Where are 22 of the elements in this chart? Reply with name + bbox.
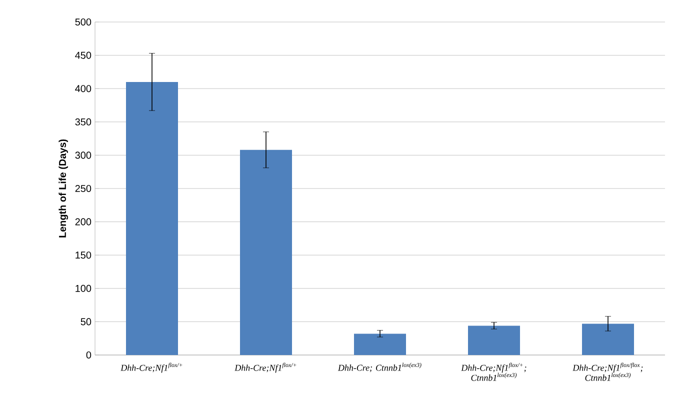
y-tick-label: 400 xyxy=(75,85,92,92)
y-tick-label: 50 xyxy=(80,318,92,326)
bar xyxy=(240,150,292,355)
y-tick-label: 0 xyxy=(86,351,92,359)
x-tick-label: Dhh-Cre;Nf1$^{flox/+}$ xyxy=(234,362,296,373)
y-tick-label: 150 xyxy=(76,252,92,259)
bar xyxy=(582,324,634,355)
y-tick-label: 200 xyxy=(75,218,92,226)
y-tick-label: 450 xyxy=(75,52,92,59)
y-axis-title: Length of Life (Days) xyxy=(58,139,68,238)
category-label: Dhh-Cre;Nf1$^{flox/flox}$; Ctnnb1$^{lox(ex3)}$ xyxy=(572,362,643,381)
y-tick-label: 350 xyxy=(75,118,92,126)
bar xyxy=(468,326,520,355)
x-tick-label: Dhh-Cre; Ctnnb1$^{lox(ex3)}$ xyxy=(338,362,422,372)
x-tick-label: Dhh-Cre;Nf1$^{flox/+}$ xyxy=(120,362,182,373)
y-tick-label: 500 xyxy=(75,18,92,26)
y-tick-label: 250 xyxy=(75,184,92,192)
bar xyxy=(126,82,178,355)
y-tick-label: 100 xyxy=(76,284,92,292)
category-label: Dhh-Cre;Nf1$^{flox/+}$; Ctnnb1$^{lox(ex3)}$ xyxy=(461,362,526,381)
y-tick-label: 300 xyxy=(75,152,92,159)
bar xyxy=(354,334,406,355)
